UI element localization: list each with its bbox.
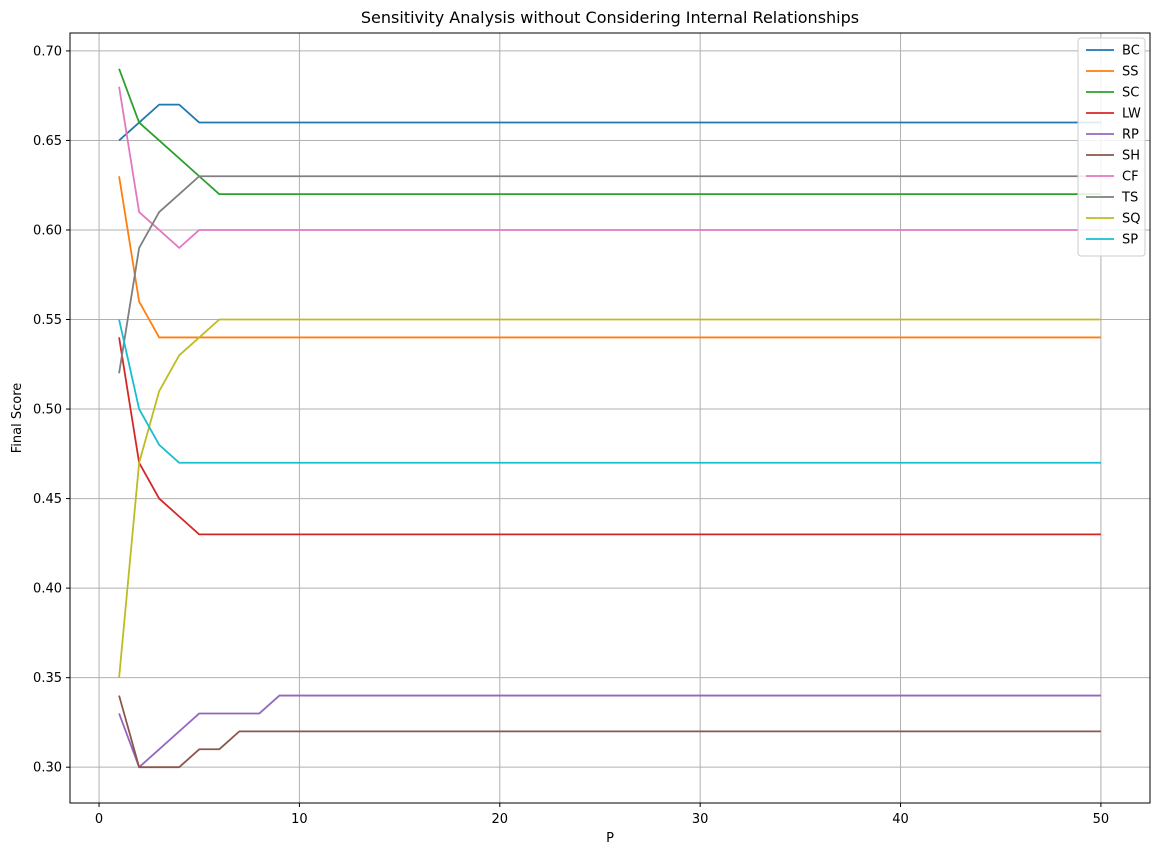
series-line-ts — [118, 175, 1101, 374]
series-line-sp — [118, 319, 1101, 464]
y-tick-label: 0.65 — [33, 134, 62, 149]
series-lines — [118, 68, 1101, 769]
x-tick-label: 50 — [1093, 812, 1110, 827]
y-tick-label: 0.35 — [33, 671, 62, 686]
legend-label-sc: SC — [1122, 86, 1139, 101]
x-tick-label: 0 — [95, 812, 103, 827]
y-tick-label: 0.60 — [33, 223, 62, 238]
legend-label-rp: RP — [1122, 128, 1139, 143]
legend-label-cf: CF — [1122, 170, 1139, 185]
x-tick-label: 40 — [892, 812, 909, 827]
x-tick-label: 30 — [692, 812, 709, 827]
y-tick-label: 0.70 — [33, 44, 62, 59]
x-tick-label: 10 — [291, 812, 308, 827]
series-line-lw — [118, 337, 1101, 536]
axis-ticks: 0 10 20 30 40 50 0.30 0.35 0.40 0.45 0.50 0.55 0.60 0… — [33, 44, 1109, 827]
legend: BC SS SC LW RP SH CF TS SQ SP — [1077, 37, 1146, 257]
plot-frame — [69, 32, 1151, 804]
series-line-ss — [118, 176, 1101, 339]
y-tick-label: 0.50 — [33, 403, 62, 418]
y-tick-label: 0.55 — [33, 313, 62, 328]
y-tick-label: 0.30 — [33, 761, 62, 776]
y-axis-label: Final Score — [10, 383, 25, 454]
x-tick-label: 20 — [492, 812, 509, 827]
legend-label-ts: TS — [1121, 191, 1138, 206]
y-tick-label: 0.45 — [33, 492, 62, 507]
x-axis-label: P — [606, 831, 614, 846]
chart-title: Sensitivity Analysis without Considering… — [361, 8, 859, 27]
legend-label-lw: LW — [1122, 107, 1141, 122]
y-tick-label: 0.40 — [33, 582, 62, 597]
legend-label-bc: BC — [1122, 44, 1140, 59]
series-line-sc — [118, 68, 1101, 196]
legend-label-sp: SP — [1122, 233, 1138, 248]
series-line-bc — [118, 103, 1101, 142]
series-line-sq — [118, 318, 1101, 678]
legend-label-ss: SS — [1122, 65, 1139, 80]
legend-label-sq: SQ — [1122, 212, 1140, 227]
series-line-sh — [118, 695, 1101, 769]
series-line-cf — [118, 86, 1101, 249]
series-line-rp — [118, 694, 1101, 769]
legend-label-sh: SH — [1122, 149, 1140, 164]
